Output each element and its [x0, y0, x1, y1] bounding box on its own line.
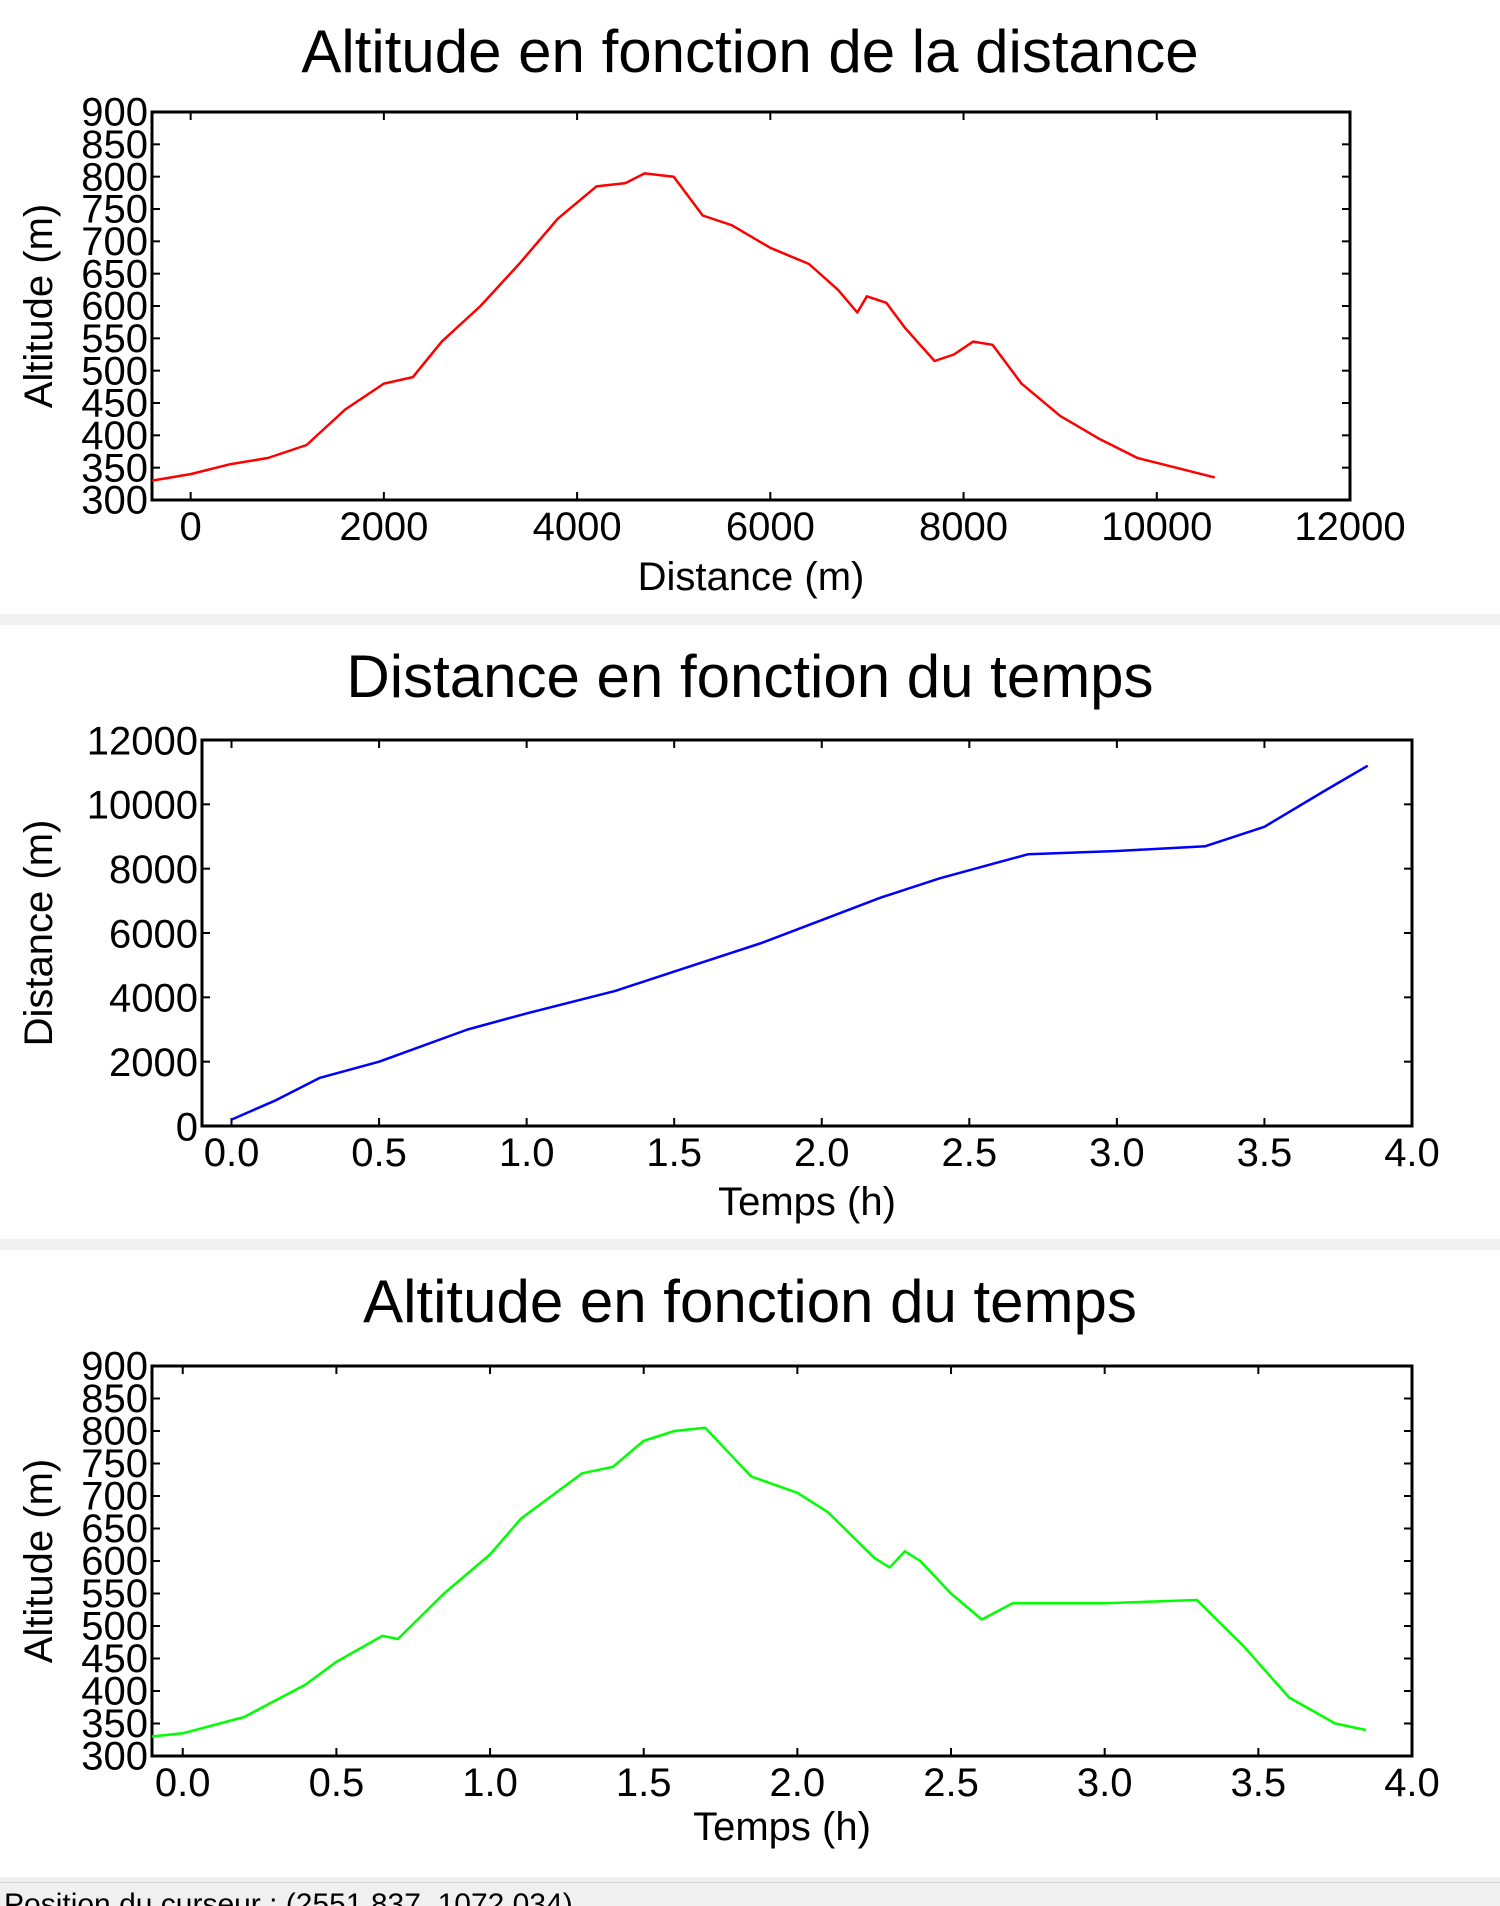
x-tick-label: 3.0 — [1077, 1761, 1133, 1805]
y-tick-label: 850 — [81, 123, 148, 167]
y-tick-label: 700 — [81, 220, 148, 264]
x-tick-label: 1.0 — [499, 1131, 555, 1175]
x-tick-label: 10000 — [1101, 505, 1212, 549]
y-axis-label: Distance (m) — [17, 820, 61, 1047]
y-tick-label: 350 — [81, 446, 148, 490]
y-tick-label: 450 — [81, 382, 148, 426]
chart-title: Altitude en fonction de la distance — [301, 18, 1198, 85]
y-tick-label: 600 — [81, 285, 148, 329]
chart-alt-time: Altitude en fonction du temps 0.0 0.5 1.0 1.… — [17, 1268, 1440, 1849]
y-tick-label: 600 — [81, 1540, 148, 1584]
x-tick-label: 4.0 — [1384, 1131, 1440, 1175]
x-tick-label: 2.5 — [923, 1761, 979, 1805]
y-tick-label: 850 — [81, 1377, 148, 1421]
y-tick-label: 800 — [81, 155, 148, 199]
y-tick-label: 700 — [81, 1475, 148, 1519]
x-tick-label: 0 — [180, 505, 202, 549]
y-tick-label: 450 — [81, 1637, 148, 1681]
y-axis-label: Altitude (m) — [17, 1459, 61, 1664]
x-tick-label: 2.0 — [770, 1761, 826, 1805]
x-tick-label: 2.0 — [794, 1131, 850, 1175]
x-tick-label: 2000 — [339, 505, 428, 549]
plot-frame — [150, 110, 1352, 502]
y-tick-label: 350 — [81, 1702, 148, 1746]
y-tick-label: 8000 — [109, 848, 198, 892]
x-tick-label: 12000 — [1294, 505, 1405, 549]
x-tick-label: 3.5 — [1231, 1761, 1287, 1805]
x-tick-label: 3.5 — [1237, 1131, 1293, 1175]
y-tick-label: 800 — [81, 1410, 148, 1454]
y-tick-label: 0 — [176, 1105, 198, 1149]
cursor-position-text: Position du curseur : (2551.837, 1072.03… — [4, 1888, 573, 1906]
y-tick-label: 12000 — [87, 719, 198, 763]
x-tick-label: 3.0 — [1089, 1131, 1145, 1175]
series-line — [151, 172, 1216, 482]
x-tick-label: 0.5 — [309, 1761, 365, 1805]
chart-panel-alt-time: Altitude en fonction du temps 0.0 0.5 1.0 1.… — [0, 1250, 1500, 1877]
chart-panel-dist-time: Distance en fonction du temps 0.0 0.5 1.0 1.… — [0, 625, 1500, 1239]
y-tick-label: 550 — [81, 317, 148, 361]
status-bar: Position du curseur : (2551.837, 1072.03… — [0, 1882, 1500, 1906]
chart-alt-dist: Altitude en fonction de la distance 0 2000… — [17, 18, 1406, 599]
x-tick-label: 4.0 — [1384, 1761, 1440, 1805]
y-axis-label: Altitude (m) — [17, 204, 61, 409]
y-tick-label: 400 — [81, 414, 148, 458]
x-tick-label: 0.0 — [155, 1761, 211, 1805]
y-tick-label: 2000 — [109, 1041, 198, 1085]
x-tick-label: 0.5 — [351, 1131, 407, 1175]
y-tick-label: 550 — [81, 1572, 148, 1616]
x-tick-label: 1.5 — [616, 1761, 672, 1805]
y-tick-label: 750 — [81, 1442, 148, 1486]
series-line — [231, 764, 1369, 1121]
chart-title: Altitude en fonction du temps — [363, 1268, 1137, 1335]
y-tick-label: 900 — [81, 91, 148, 135]
chart-panel-alt-dist: Altitude en fonction de la distance 0 2000… — [0, 0, 1500, 614]
x-tick-label: 6000 — [726, 505, 815, 549]
x-tick-label: 8000 — [919, 505, 1008, 549]
x-axis-label: Temps (h) — [693, 1805, 871, 1849]
y-tick-label: 500 — [81, 1605, 148, 1649]
plot-frame — [200, 738, 1414, 1128]
y-tick-label: 900 — [81, 1345, 148, 1389]
chart-dist-time: Distance en fonction du temps 0.0 0.5 1.0 1.… — [17, 643, 1440, 1224]
x-tick-label: 2.5 — [942, 1131, 998, 1175]
y-tick-label: 650 — [81, 252, 148, 296]
x-tick-label: 1.0 — [462, 1761, 518, 1805]
plot-frame — [150, 1364, 1414, 1758]
y-tick-label: 300 — [81, 479, 148, 523]
y-tick-label: 300 — [81, 1735, 148, 1779]
x-tick-label: 0.0 — [204, 1131, 260, 1175]
y-tick-label: 650 — [81, 1507, 148, 1551]
series-line — [151, 1426, 1367, 1738]
chart-title: Distance en fonction du temps — [346, 643, 1153, 710]
x-tick-label: 4000 — [533, 505, 622, 549]
y-tick-label: 10000 — [87, 784, 198, 828]
y-tick-label: 4000 — [109, 977, 198, 1021]
y-tick-label: 6000 — [109, 912, 198, 956]
x-axis-label: Temps (h) — [718, 1180, 896, 1224]
y-tick-label: 750 — [81, 188, 148, 232]
x-axis-label: Distance (m) — [638, 555, 865, 599]
y-tick-label: 500 — [81, 349, 148, 393]
y-tick-label: 400 — [81, 1670, 148, 1714]
x-tick-label: 1.5 — [646, 1131, 702, 1175]
